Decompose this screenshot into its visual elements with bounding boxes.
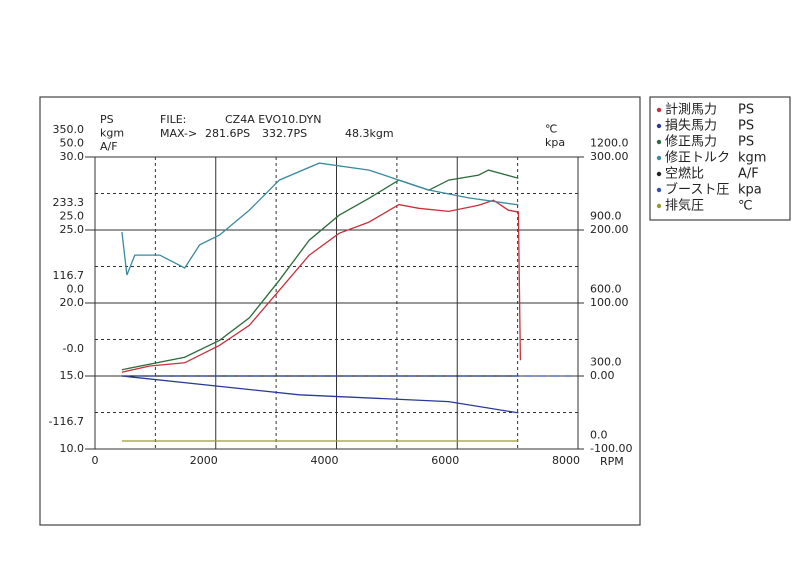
- y-tick-label: -0.0: [63, 342, 84, 355]
- y-tick-label: 50.0: [60, 137, 85, 150]
- frame: [39, 96, 641, 526]
- legend-name: 損失馬力: [665, 119, 717, 134]
- y-tick-label: 25.0: [60, 223, 85, 236]
- max-label: MAX->: [160, 127, 197, 140]
- legend-name: 空燃比: [665, 166, 704, 182]
- legend-unit: ℃: [738, 199, 753, 214]
- legend-unit: A/F: [738, 167, 759, 182]
- y-tick-label: 0.00: [590, 369, 615, 382]
- y-tick-label: 15.0: [60, 369, 85, 382]
- y-tick-label: 900.0: [590, 210, 622, 223]
- y-tick-label: 1200.0: [590, 137, 629, 150]
- series-line: [121, 375, 519, 414]
- legend-frame: [649, 96, 791, 221]
- axis-unit: kgm: [100, 127, 124, 140]
- y-tick-label: 200.00: [590, 223, 629, 236]
- y-tick-label: 0.0: [590, 429, 608, 442]
- series-line: [121, 169, 519, 371]
- y-tick-label: 10.0: [60, 442, 85, 455]
- x-tick-label: 0: [92, 454, 99, 467]
- legend-unit: PS: [738, 103, 754, 118]
- file-name: CZ4A EVO10.DYN: [225, 113, 322, 126]
- max-value: 48.3kgm: [345, 127, 394, 140]
- legend-marker: [656, 139, 662, 145]
- legend-marker: [656, 203, 662, 209]
- legend-marker: [656, 171, 662, 177]
- y-tick-label: 20.0: [60, 296, 85, 309]
- legend-unit: kpa: [738, 183, 762, 198]
- y-tick-label: 30.0: [60, 150, 85, 163]
- y-tick-label: 25.0: [60, 210, 85, 223]
- y-tick-label: 116.7: [53, 269, 85, 282]
- axis-unit: kpa: [545, 136, 565, 149]
- axis-unit: A/F: [100, 140, 118, 153]
- y-tick-label: -100.00: [590, 442, 632, 455]
- y-tick-label: -116.7: [49, 415, 84, 428]
- y-tick-label: 100.00: [590, 296, 629, 309]
- legend-name: 修正馬力: [665, 135, 717, 150]
- x-tick-label: 6000: [431, 454, 459, 467]
- legend-unit: kgm: [738, 151, 766, 166]
- legend-marker: [656, 155, 662, 161]
- y-tick-label: 350.0: [53, 123, 85, 136]
- legend-name: ブースト圧: [665, 182, 729, 198]
- legend-marker: [656, 123, 662, 129]
- legend-unit: PS: [738, 119, 754, 134]
- y-tick-label: 300.00: [590, 150, 629, 163]
- y-tick-label: 300.0: [590, 356, 622, 369]
- y-tick-label: 600.0: [590, 283, 622, 296]
- legend-name: 修正トルク: [665, 151, 730, 166]
- y-tick-label: 0.0: [67, 283, 85, 296]
- legend-marker: [656, 187, 662, 193]
- max-value: 281.6PS: [205, 127, 250, 140]
- axis-unit: PS: [100, 113, 114, 126]
- max-value: 332.7PS: [262, 127, 307, 140]
- y-tick-label: 233.3: [53, 196, 85, 209]
- axis-unit: ℃: [545, 123, 557, 136]
- x-tick-label: 8000: [552, 454, 580, 467]
- legend: 計測馬力 PS 損失馬力 PS 修正馬力 PS 修正トルク kgm 空燃比 A/F ブースト圧 kpa…: [656, 102, 766, 214]
- series-line: [121, 162, 519, 276]
- file-label: FILE:: [160, 113, 186, 126]
- series-line: [121, 199, 522, 373]
- x-tick-label: 2000: [190, 454, 218, 467]
- legend-marker: [656, 107, 662, 113]
- x-tick-label: 4000: [311, 454, 339, 467]
- legend-name: 排気圧: [665, 198, 704, 214]
- legend-name: 計測馬力: [665, 102, 717, 118]
- x-axis-label: RPM: [600, 455, 624, 468]
- legend-unit: PS: [738, 135, 754, 150]
